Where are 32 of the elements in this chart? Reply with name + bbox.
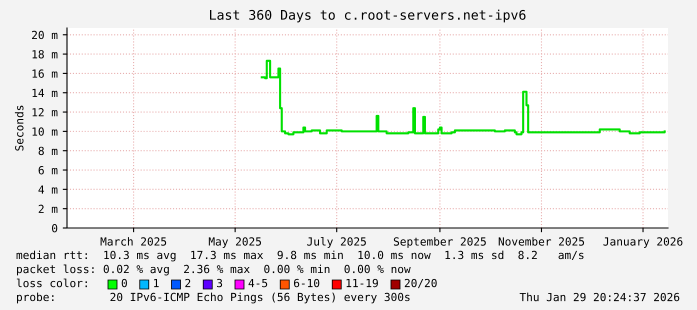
y-axis-title: Seconds <box>14 106 24 151</box>
y-tick-label: 18 m <box>32 50 58 58</box>
y-tick-label: 20 m <box>32 30 58 40</box>
y-tick-label: 8 m <box>38 146 58 156</box>
text: probe: 20 IPv6-ICMP Echo Pings (56 Bytes) every 300s <box>17 292 410 304</box>
x-tick-label: March 2025 <box>100 237 166 246</box>
x-tick-label: May 2025 <box>208 237 262 248</box>
text: 11-19 <box>346 278 378 288</box>
y-tick-label: 0 <box>52 224 58 232</box>
text: 0 <box>122 278 127 288</box>
text: 1 <box>154 278 159 288</box>
text: 2 <box>185 278 190 288</box>
text: Thu Jan 29 20:24:37 2026 <box>520 292 680 302</box>
chart-title: Last 360 Days to c.root-servers.net-ipv6 <box>210 10 526 22</box>
x-tick-label: November 2025 <box>498 237 584 246</box>
y-tick-label: 14 m <box>32 88 58 97</box>
y-tick-label: 2 m <box>38 204 58 213</box>
text: median rtt: 10.3 ms avg 17.3 ms max 9.8 ms min 10.0 ms now 1.3 ms sd 8.2 am/s <box>16 250 584 262</box>
text: 20/20 <box>404 278 437 288</box>
y-tick-label: 4 m <box>38 186 58 194</box>
x-tick-label: July 2025 <box>307 237 366 248</box>
x-tick-label: January 2026 <box>603 237 682 248</box>
x-tick-label: September 2025 <box>394 237 486 248</box>
text: loss color: <box>16 278 87 288</box>
y-tick-label: 16 m <box>32 69 58 78</box>
text: 6-10 <box>294 278 320 288</box>
text: packet loss: 0.02 % avg 2.36 % max 0.00 % min 0.00 % now <box>17 264 411 276</box>
text: 4-5 <box>248 278 268 288</box>
y-tick-label: 6 m <box>38 166 58 174</box>
y-tick-label: 12 m <box>32 108 58 116</box>
y-tick-label: 10 m <box>32 127 58 136</box>
text: 3 <box>216 278 222 288</box>
